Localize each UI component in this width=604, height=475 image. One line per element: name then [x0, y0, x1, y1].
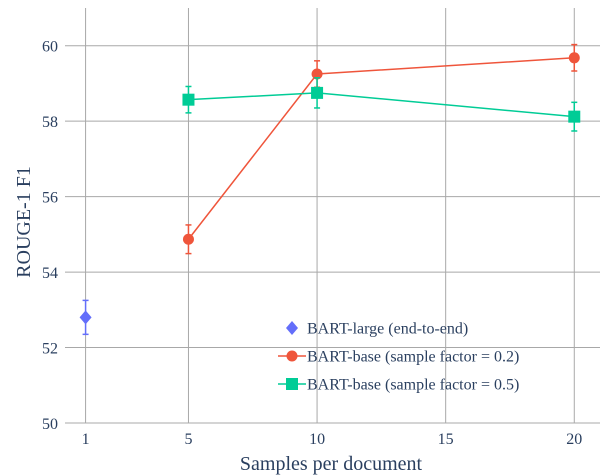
series-2	[182, 43, 580, 255]
legend-item: BART-base (sample factor = 0.5)	[278, 377, 519, 394]
legend-label: BART-large (end-to-end)	[307, 321, 468, 338]
x-axis-title: Samples per document	[240, 453, 423, 475]
data-point	[182, 233, 194, 245]
series-line	[187, 57, 575, 240]
x-tick-label: 1	[82, 431, 90, 448]
data-point	[311, 86, 324, 99]
y-tick-label: 54	[42, 265, 58, 282]
y-tick-label: 50	[42, 416, 58, 433]
data-point	[182, 93, 195, 106]
y-tick-label: 60	[42, 39, 58, 56]
legend-item: BART-large (end-to-end)	[286, 321, 468, 338]
y-axis-title: ROUGE-1 F1	[13, 166, 35, 278]
legend-item: BART-base (sample factor = 0.2)	[278, 349, 519, 366]
y-tick-label: 56	[42, 190, 58, 207]
series-1	[79, 299, 92, 336]
legend: BART-large (end-to-end) BART-base (sample…	[278, 321, 519, 394]
x-axis-ticks: 1 5 10 15 20	[82, 431, 583, 448]
legend-marker	[286, 378, 298, 390]
y-tick-label: 58	[42, 114, 58, 131]
data-point	[79, 310, 92, 325]
data-point	[311, 68, 323, 80]
legend-marker	[286, 350, 298, 362]
series-line	[188, 92, 575, 118]
data-point	[568, 52, 580, 64]
y-tick-label: 52	[42, 341, 58, 358]
legend-marker	[286, 321, 298, 335]
legend-label: BART-base (sample factor = 0.5)	[307, 377, 519, 394]
x-tick-label: 20	[566, 431, 582, 448]
x-tick-label: 15	[438, 431, 454, 448]
plot-series	[79, 43, 581, 336]
legend-label: BART-base (sample factor = 0.2)	[307, 349, 519, 366]
series-3	[182, 77, 581, 132]
x-tick-label: 10	[309, 431, 325, 448]
y-axis-ticks: 50 52 54 56 58 60	[42, 39, 58, 433]
data-point	[568, 110, 581, 123]
x-tick-label: 5	[184, 431, 192, 448]
